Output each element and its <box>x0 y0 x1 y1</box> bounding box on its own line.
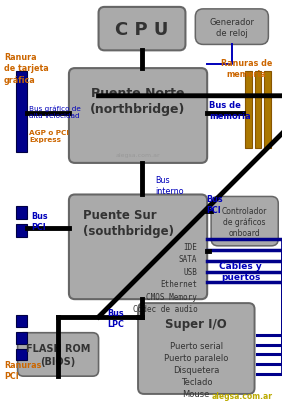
FancyBboxPatch shape <box>195 10 268 45</box>
Bar <box>16 332 28 344</box>
FancyBboxPatch shape <box>211 197 278 246</box>
Text: Bus
LPC: Bus LPC <box>107 308 124 328</box>
Bar <box>16 72 28 153</box>
Text: Bus
PCI: Bus PCI <box>32 211 48 232</box>
Text: Cables y
puertos: Cables y puertos <box>219 261 262 281</box>
Bar <box>254 72 262 149</box>
Bar <box>16 349 28 361</box>
Bar <box>16 315 28 327</box>
Text: Bus
interno: Bus interno <box>155 176 183 195</box>
Text: Ranuras
PCI: Ranuras PCI <box>4 361 41 380</box>
Text: FLASH ROM
(BIOS): FLASH ROM (BIOS) <box>26 343 90 366</box>
Text: Puente Sur
(southbridge): Puente Sur (southbridge) <box>83 209 174 238</box>
Text: AGP o PCI
Express: AGP o PCI Express <box>30 130 70 143</box>
Text: Super I/O: Super I/O <box>165 317 227 330</box>
Text: Bus gráfico de
alta velocidad: Bus gráfico de alta velocidad <box>30 106 81 119</box>
Text: Generador
de reloj: Generador de reloj <box>209 18 254 38</box>
Text: Puente Norte
(northbridge): Puente Norte (northbridge) <box>90 87 186 116</box>
Bar <box>16 207 28 220</box>
FancyBboxPatch shape <box>99 8 185 51</box>
Text: alegsa.com.ar: alegsa.com.ar <box>211 391 272 400</box>
Text: Puerto serial
Puerto paralelo
Disquetera
Teclado
Mouse: Puerto serial Puerto paralelo Disquetera… <box>164 341 229 398</box>
FancyBboxPatch shape <box>138 304 254 394</box>
Text: IDE
SATA
USB
Ethernet
CMOS Memory
Códec de audio: IDE SATA USB Ethernet CMOS Memory Códec … <box>133 242 197 313</box>
Text: alegsa.com.ar: alegsa.com.ar <box>116 153 160 158</box>
FancyBboxPatch shape <box>69 195 207 299</box>
FancyBboxPatch shape <box>69 69 207 164</box>
Text: Ranuras de
memoria: Ranuras de memoria <box>221 59 272 79</box>
Bar <box>16 225 28 237</box>
FancyBboxPatch shape <box>18 333 99 376</box>
Text: Controlador
de gráficos
onboard: Controlador de gráficos onboard <box>222 206 267 237</box>
Text: Bus de
memoria: Bus de memoria <box>209 100 251 120</box>
Bar <box>245 72 252 149</box>
Text: Ranura
de tarjeta
gráfica: Ranura de tarjeta gráfica <box>4 53 49 84</box>
Text: Bus
PCI: Bus PCI <box>206 194 223 214</box>
Bar <box>264 72 271 149</box>
Text: C P U: C P U <box>115 21 169 38</box>
